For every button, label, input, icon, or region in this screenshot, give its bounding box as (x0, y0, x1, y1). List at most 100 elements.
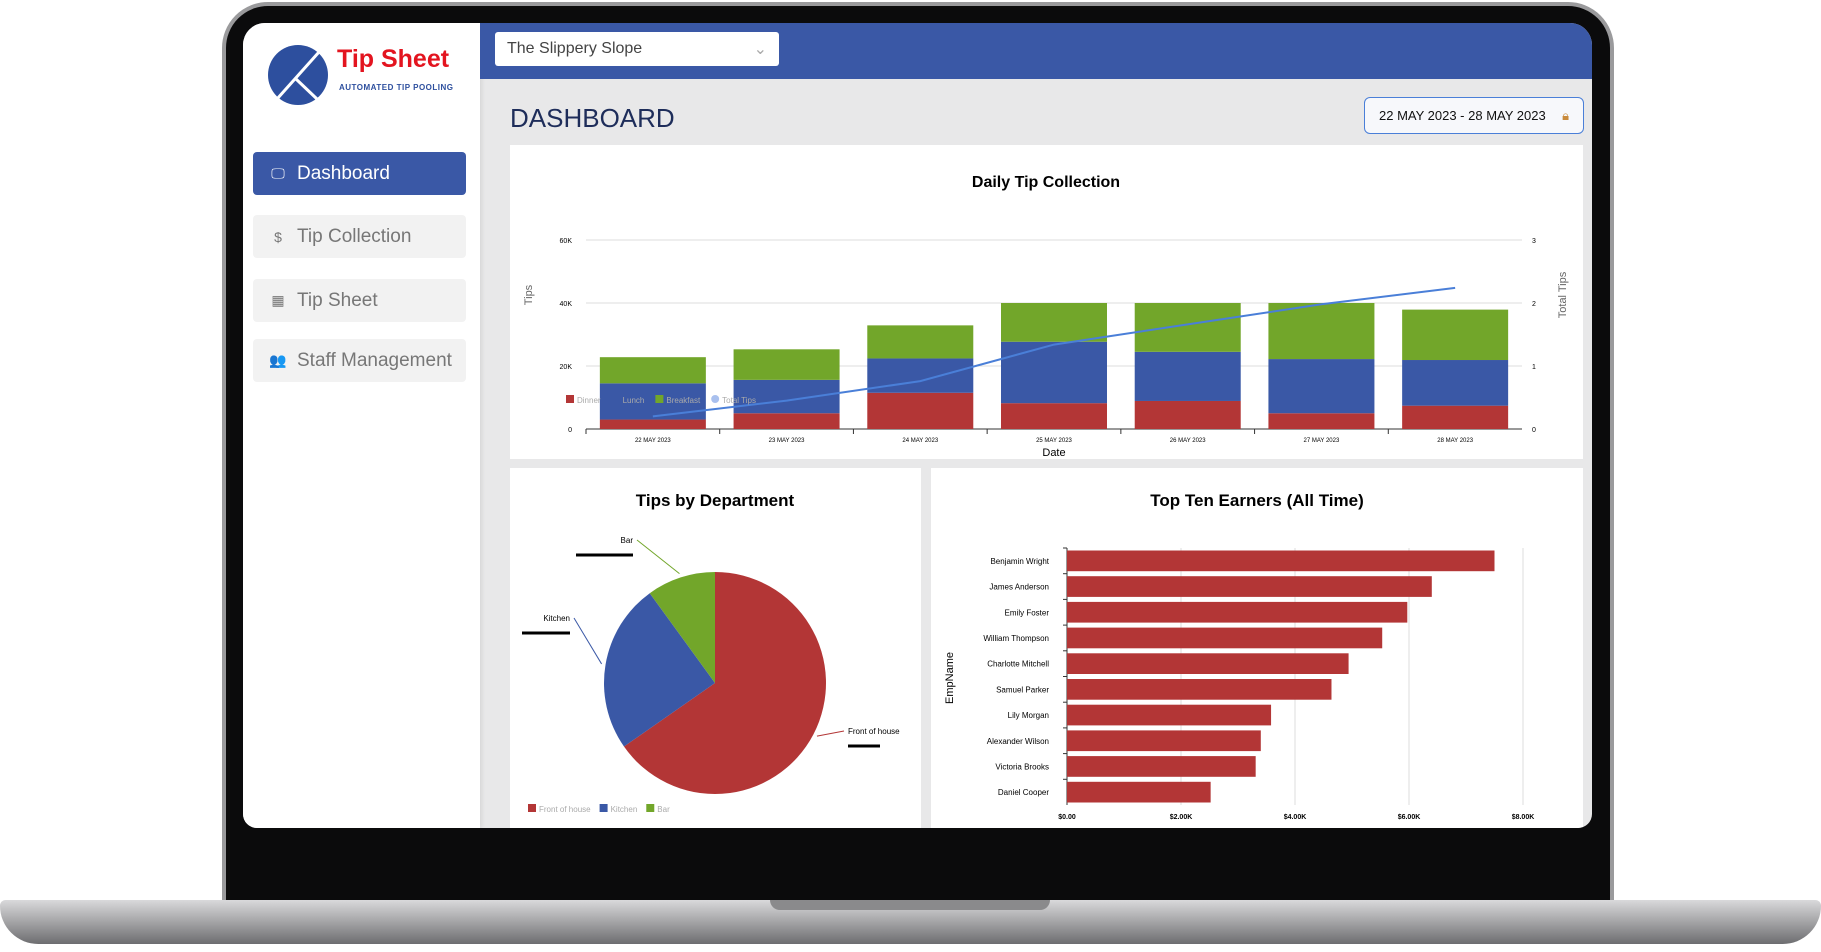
logo-subtitle: AUTOMATED TIP POOLING (339, 83, 454, 92)
earner-name: William Thompson (983, 634, 1049, 643)
earner-bar (1067, 730, 1261, 752)
pie-label: Front of house (848, 727, 900, 736)
x-tick-label: $4.00K (1284, 814, 1307, 821)
legend-swatch (528, 804, 536, 812)
y-tick-label: 60K (560, 238, 573, 245)
bar-dinner (1268, 413, 1375, 429)
pie-leader-line (573, 617, 603, 665)
bar-breakfast (1134, 303, 1241, 352)
sidebar-item-label: Staff Management (297, 349, 452, 371)
venue-select-value: The Slippery Slope (507, 40, 643, 57)
pie-slice-front-of-house (623, 572, 826, 794)
y2-tick-label: 3 (1532, 238, 1536, 245)
sidebar-item-tip-collection[interactable]: $ Tip Collection (253, 215, 466, 258)
x-tick-label: 27 MAY 2023 (1304, 438, 1340, 444)
daily-tip-card: Daily Tip Collection 0 0 20K 1 40K 2 60K 3 Tips To… (510, 145, 1583, 459)
bar-dinner (1402, 405, 1509, 429)
earners-chart: Top Ten Earners (All Time) $0.00 $2.00K $4.… (944, 491, 1535, 821)
y2-axis-label: Total Tips (1557, 271, 1569, 318)
earner-name: Samuel Parker (996, 685, 1049, 694)
sidebar: Tip Sheet AUTOMATED TIP POOLING 🖵 Dashboa… (243, 23, 480, 828)
bar-breakfast (1268, 303, 1375, 360)
y2-tick-label: 2 (1532, 301, 1536, 308)
laptop-notch (770, 900, 1050, 910)
chevron-down-icon: ⌄ (753, 41, 767, 58)
bar-lunch (1134, 351, 1241, 401)
pie-leader-line (816, 730, 845, 737)
date-range-picker[interactable]: 22 MAY 2023 - 28 MAY 2023 🔒︎ (1364, 97, 1584, 134)
x-tick-label: $2.00K (1170, 814, 1193, 821)
x-tick-label: $6.00K (1398, 814, 1421, 821)
logo-title: Tip Sheet (337, 45, 450, 73)
legend-swatch (566, 395, 574, 403)
sidebar-item-label: Tip Collection (297, 225, 412, 247)
legend-swatch (711, 395, 720, 403)
pie-slice-bar (649, 572, 715, 683)
daily-tip-chart: Daily Tip Collection 0 0 20K 1 40K 2 60K 3 Tips To… (523, 174, 1569, 459)
sidebar-item-staff-management[interactable]: 👥 Staff Management (253, 339, 466, 382)
pie-label: Bar (621, 536, 634, 545)
earner-name: Alexander Wilson (987, 737, 1049, 746)
page-title: DASHBOARD (510, 103, 675, 133)
bar-breakfast (1402, 309, 1509, 361)
x-tick-label: 23 MAY 2023 (769, 438, 805, 444)
y-tick-label: 0 (568, 427, 572, 434)
sidebar-item-tip-sheet[interactable]: ▦ Tip Sheet (253, 279, 466, 322)
earner-bar (1067, 601, 1408, 623)
chart-title: Daily Tip Collection (972, 174, 1120, 191)
x-axis-label: Date (1042, 447, 1065, 459)
legend-swatch (611, 395, 620, 403)
bar-dinner (599, 419, 706, 429)
bar-breakfast (867, 325, 974, 359)
earners-card: Top Ten Earners (All Time) $0.00 $2.00K $4.… (931, 468, 1583, 828)
sidebar-item-dashboard[interactable]: 🖵 Dashboard (253, 152, 466, 195)
legend-label: Breakfast (666, 396, 701, 405)
total-tips-line (652, 286, 1456, 418)
screen: Tip Sheet AUTOMATED TIP POOLING 🖵 Dashboa… (243, 23, 1592, 828)
earner-bar (1067, 781, 1211, 803)
department-pie-chart: Tips by Department Front of house Kitchen B… (522, 491, 900, 814)
bar-dinner (867, 392, 974, 429)
earner-name: Daniel Cooper (998, 788, 1049, 797)
bar-lunch (733, 379, 840, 414)
earner-bar (1067, 627, 1383, 649)
lock-icon: 🔒︎ (1562, 107, 1569, 123)
legend-label: Kitchen (611, 805, 638, 814)
legend-label: Total Tips (722, 396, 756, 405)
earner-bar (1067, 653, 1349, 674)
bar-breakfast (599, 357, 706, 384)
chart-title: Top Ten Earners (All Time) (1150, 491, 1363, 510)
bar-breakfast (733, 349, 840, 380)
bar-lunch (1268, 359, 1375, 414)
bar-lunch (867, 358, 974, 393)
x-tick-label: 24 MAY 2023 (902, 438, 938, 444)
x-tick-label: 26 MAY 2023 (1170, 438, 1206, 444)
legend-swatch (655, 395, 664, 403)
bar-dinner (733, 413, 840, 429)
x-tick-label: $0.00 (1058, 814, 1076, 821)
bar-lunch (1402, 360, 1509, 406)
y-tick-label: 20K (560, 364, 573, 371)
earner-bar (1067, 756, 1256, 777)
earner-bar (1067, 679, 1332, 700)
sidebar-item-label: Dashboard (297, 162, 390, 184)
bar-breakfast (1001, 303, 1107, 342)
x-tick-label: $8.00K (1512, 814, 1535, 821)
earner-name: Charlotte Mitchell (987, 660, 1049, 669)
bar-lunch (1001, 341, 1107, 404)
monitor-icon: 🖵 (271, 165, 285, 181)
y2-tick-label: 1 (1532, 364, 1536, 371)
bar-dinner (1001, 403, 1107, 429)
earner-name: Lily Morgan (1008, 711, 1049, 720)
earner-name: Benjamin Wright (990, 557, 1049, 566)
chart-title: Tips by Department (636, 491, 795, 510)
earner-bar (1067, 576, 1432, 597)
legend-label: Bar (657, 805, 670, 814)
legend-swatch (599, 804, 608, 812)
dollar-circle-icon: $ (274, 228, 282, 245)
top-bar: The Slippery Slope ⌄ (480, 23, 1592, 79)
bar-dinner (1134, 400, 1241, 429)
y-axis-label: EmpName (944, 652, 956, 704)
earner-name: Emily Foster (1005, 608, 1050, 617)
venue-select[interactable]: The Slippery Slope ⌄ (495, 32, 779, 66)
